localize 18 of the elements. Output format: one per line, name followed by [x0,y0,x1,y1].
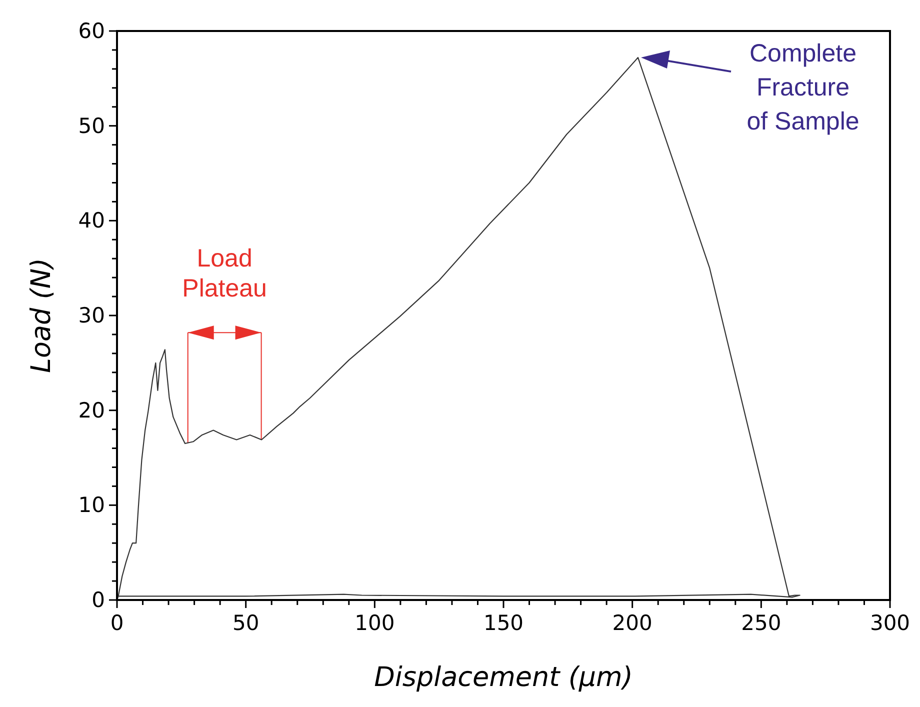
x-tick-label: 200 [612,611,652,635]
x-tick-label: 0 [110,611,124,635]
y-tick-label: 60 [78,19,105,43]
x-tick-label: 50 [232,611,260,635]
x-tick-label: 250 [741,611,782,635]
annotation: Complete Fracture of Sample [746,40,860,136]
x-tick-label: 300 [870,611,910,635]
annotation: Load Plateau [182,244,267,303]
y-tick-label: 50 [78,114,105,138]
y-tick-label: 40 [78,208,105,233]
x-axis-title: Displacement (µm) [374,662,633,693]
x-tick-label: 150 [483,611,524,635]
y-axis-title: Load (N) [26,258,57,374]
y-tick-label: 0 [92,588,105,612]
y-tick-label: 20 [78,398,105,422]
y-tick-label: 10 [78,493,105,518]
x-tick-label: 100 [354,611,395,635]
y-tick-label: 30 [78,304,105,328]
